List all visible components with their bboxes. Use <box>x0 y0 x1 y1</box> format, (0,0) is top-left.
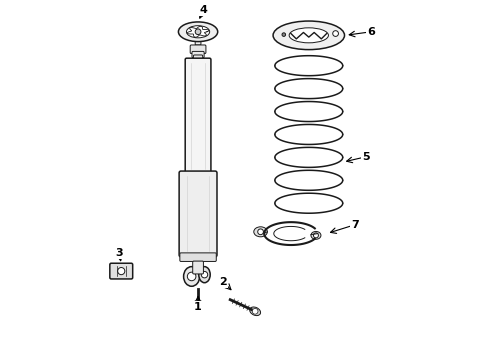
Text: 5: 5 <box>362 152 369 162</box>
Text: 3: 3 <box>116 248 123 258</box>
FancyBboxPatch shape <box>190 45 205 54</box>
Circle shape <box>195 29 201 35</box>
FancyBboxPatch shape <box>195 26 201 45</box>
Text: 4: 4 <box>199 5 207 15</box>
FancyBboxPatch shape <box>192 261 203 274</box>
Ellipse shape <box>272 21 344 50</box>
Circle shape <box>187 272 196 281</box>
Ellipse shape <box>198 267 210 283</box>
Circle shape <box>313 233 318 238</box>
Ellipse shape <box>178 22 217 41</box>
Circle shape <box>201 271 207 278</box>
FancyBboxPatch shape <box>185 58 210 174</box>
Text: 1: 1 <box>194 302 202 312</box>
Circle shape <box>257 229 263 235</box>
FancyBboxPatch shape <box>180 253 216 261</box>
Ellipse shape <box>288 28 328 43</box>
Circle shape <box>118 267 124 275</box>
FancyBboxPatch shape <box>110 263 132 279</box>
Text: 7: 7 <box>351 220 358 230</box>
Circle shape <box>282 33 285 36</box>
Text: 6: 6 <box>366 27 374 37</box>
Ellipse shape <box>253 227 267 237</box>
FancyBboxPatch shape <box>193 55 203 61</box>
Ellipse shape <box>186 26 209 38</box>
Ellipse shape <box>249 307 260 316</box>
Circle shape <box>252 309 258 314</box>
Text: 2: 2 <box>219 277 226 287</box>
Ellipse shape <box>183 267 199 286</box>
Circle shape <box>332 31 338 36</box>
FancyBboxPatch shape <box>179 171 217 257</box>
FancyBboxPatch shape <box>194 301 201 306</box>
Ellipse shape <box>310 231 320 239</box>
FancyBboxPatch shape <box>192 51 203 58</box>
